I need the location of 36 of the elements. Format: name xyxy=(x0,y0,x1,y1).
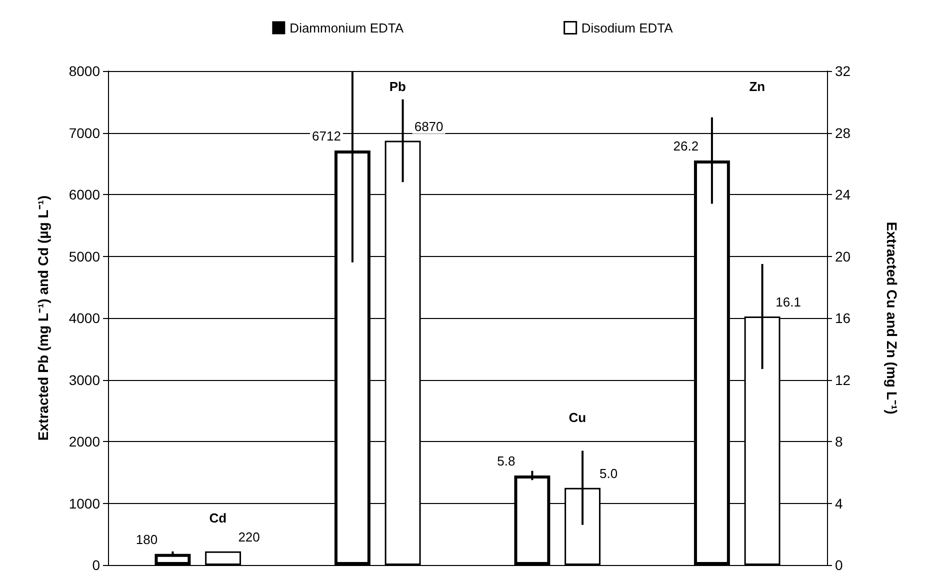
legend-label: Diammonium EDTA xyxy=(290,20,404,36)
y2-tick-label: 28 xyxy=(835,124,851,141)
data-label: 5.8 xyxy=(497,453,516,468)
y2-tick-label: 32 xyxy=(835,63,851,79)
y-tick-label: 2000 xyxy=(68,434,100,450)
y-tick-label: 8000 xyxy=(68,63,100,79)
y2-axis-title: Extracted Cu and Zn (mg L⁻¹) xyxy=(884,222,900,414)
x-tick-label: Pb xyxy=(389,79,406,94)
legend-label: Disodium EDTA xyxy=(581,20,674,36)
data-label: 5.0 xyxy=(600,466,618,481)
y2-tick-label: 4 xyxy=(835,495,843,512)
y2-tick-label: 20 xyxy=(835,248,851,264)
y-tick-label: 6000 xyxy=(68,186,100,202)
bar xyxy=(205,551,242,565)
y-tick-label: 7000 xyxy=(68,124,100,141)
y2-tick-label: 16 xyxy=(835,310,851,326)
data-label: 220 xyxy=(238,529,260,544)
x-tick-label: Cd xyxy=(209,510,227,526)
data-label: 6870 xyxy=(414,118,444,134)
bar xyxy=(154,554,191,565)
y-tick-label: 0 xyxy=(92,557,100,573)
x-tick-label: Cu xyxy=(568,410,586,425)
data-label: 26.2 xyxy=(673,138,699,154)
y-tick-label: 5000 xyxy=(68,248,100,264)
data-label: 6712 xyxy=(312,128,341,144)
data-label: 180 xyxy=(136,532,158,547)
y-tick-label: 4000 xyxy=(68,310,100,326)
y-tick-label: 3000 xyxy=(68,372,100,388)
y2-tick-label: 0 xyxy=(835,557,843,573)
y-tick-label: 1000 xyxy=(68,495,100,512)
y2-tick-label: 8 xyxy=(835,434,843,450)
data-label: 16.1 xyxy=(776,294,801,310)
x-tick-label: Zn xyxy=(749,79,766,94)
y-axis-title: Extracted Pb (mg L⁻¹) and Cd (µg L⁻¹) xyxy=(35,195,51,441)
y2-tick-label: 24 xyxy=(835,186,851,202)
y2-tick-label: 12 xyxy=(835,372,851,388)
